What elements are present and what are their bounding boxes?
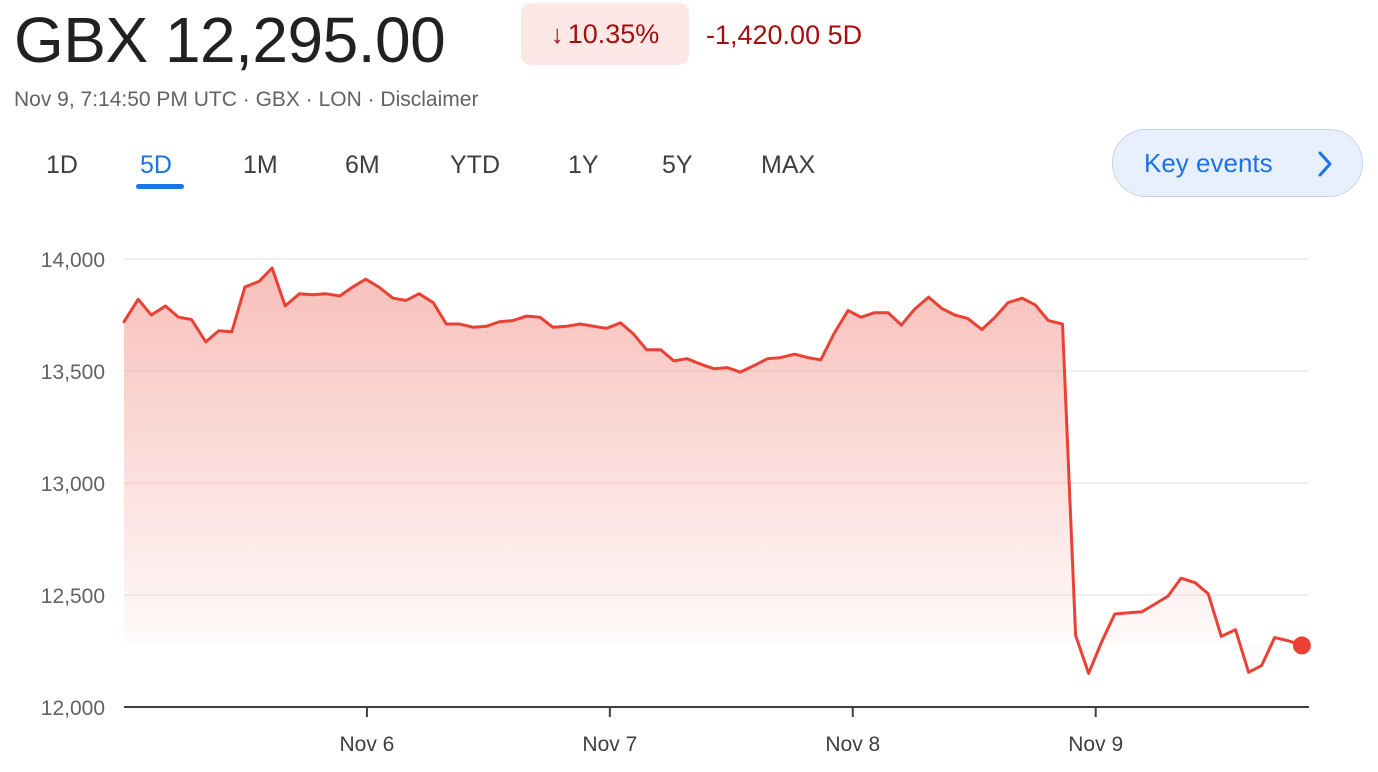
x-tick-label: Nov 9 xyxy=(1068,733,1123,756)
tab-1m[interactable]: 1M xyxy=(243,151,278,179)
price-line xyxy=(122,266,1304,675)
price-chart[interactable]: 14,000 13,500 13,000 12,500 12,000 Nov 6 Nov 7… xyxy=(0,230,1378,772)
percent-change-value: 10.35% xyxy=(567,18,660,49)
y-tick-label: 13,500 xyxy=(41,361,105,384)
tab-6m[interactable]: 6M xyxy=(345,151,380,179)
tab-5y[interactable]: 5Y xyxy=(662,151,693,179)
y-tick-label: 13,000 xyxy=(41,473,105,496)
tab-1d[interactable]: 1D xyxy=(46,151,78,179)
down-arrow-icon: ↓ xyxy=(550,18,564,49)
tab-ytd[interactable]: YTD xyxy=(450,151,500,179)
key-events-label: Key events xyxy=(1144,147,1273,178)
tab-5d[interactable]: 5D xyxy=(140,151,172,179)
chevron-right-icon xyxy=(1318,151,1332,177)
x-tick-label: Nov 6 xyxy=(339,733,394,756)
y-tick-label: 12,000 xyxy=(41,697,105,720)
tab-1y[interactable]: 1Y xyxy=(568,151,599,179)
tab-max[interactable]: MAX xyxy=(761,151,816,179)
last-price-dot xyxy=(1292,636,1311,655)
y-tick-label: 14,000 xyxy=(41,249,105,272)
x-tick-label: Nov 8 xyxy=(825,733,880,756)
current-price: GBX 12,295.00 xyxy=(14,4,446,76)
absolute-change: -1,420.00 5D xyxy=(706,20,863,50)
price-area-fill xyxy=(124,268,1302,674)
key-events-button[interactable]: Key events xyxy=(1112,129,1363,197)
y-tick-label: 12,500 xyxy=(41,585,105,608)
percent-change-badge: ↓ 10.35% xyxy=(521,3,689,65)
x-tick-label: Nov 7 xyxy=(582,733,637,756)
active-tab-indicator xyxy=(136,184,184,189)
quote-meta: Nov 9, 7:14:50 PM UTC · GBX · LON · Disc… xyxy=(14,88,479,111)
